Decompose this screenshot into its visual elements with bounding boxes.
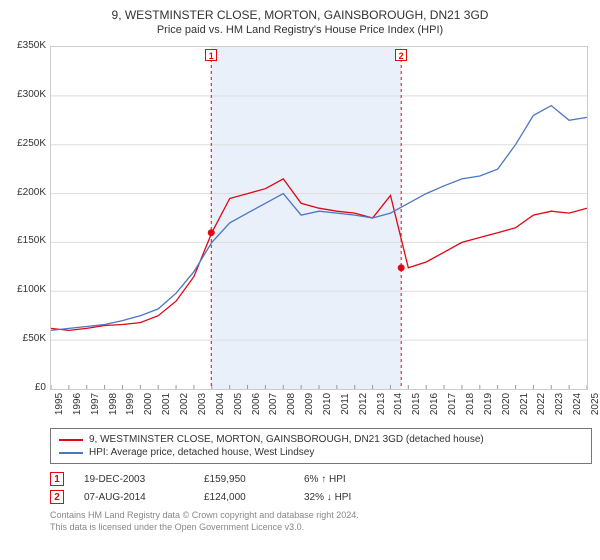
y-tick-label: £50K xyxy=(8,334,46,344)
legend-label: 9, WESTMINSTER CLOSE, MORTON, GAINSBOROU… xyxy=(89,434,484,445)
chart-subtitle: Price paid vs. HM Land Registry's House … xyxy=(8,24,592,36)
x-tick-label: 2011 xyxy=(340,392,351,416)
footer-line: This data is licensed under the Open Gov… xyxy=(50,522,592,534)
y-tick-label: £200K xyxy=(8,188,46,198)
x-tick-label: 2008 xyxy=(286,392,297,416)
x-tick-label: 2001 xyxy=(161,392,172,416)
footer: Contains HM Land Registry data © Crown c… xyxy=(50,510,592,533)
y-tick-label: £350K xyxy=(8,41,46,51)
x-tick-label: 1995 xyxy=(54,392,65,416)
event-row: 1 19-DEC-2003 £159,950 6% ↑ HPI xyxy=(50,470,592,488)
y-tick-label: £250K xyxy=(8,139,46,149)
x-tick-label: 2022 xyxy=(536,392,547,416)
x-tick-label: 2017 xyxy=(447,392,458,416)
x-tick-label: 2019 xyxy=(483,392,494,416)
legend-swatch xyxy=(59,439,83,441)
x-tick-label: 2009 xyxy=(304,392,315,416)
x-tick-label: 1998 xyxy=(108,392,119,416)
event-marker-icon: 1 xyxy=(50,472,64,486)
x-tick-label: 2021 xyxy=(519,392,530,416)
plot-region: 12 xyxy=(50,46,588,390)
event-row: 2 07-AUG-2014 £124,000 32% ↓ HPI xyxy=(50,488,592,506)
event-delta: 6% ↑ HPI xyxy=(304,474,346,485)
x-tick-label: 2000 xyxy=(143,392,154,416)
x-tick-label: 2024 xyxy=(572,392,583,416)
y-tick-label: £300K xyxy=(8,90,46,100)
x-tick-label: 2002 xyxy=(179,392,190,416)
event-price: £159,950 xyxy=(204,474,284,485)
x-tick-label: 2012 xyxy=(358,392,369,416)
x-tick-label: 1996 xyxy=(72,392,83,416)
x-tick-label: 1999 xyxy=(125,392,136,416)
event-price: £124,000 xyxy=(204,492,284,503)
x-tick-label: 2013 xyxy=(376,392,387,416)
x-tick-label: 2003 xyxy=(197,392,208,416)
x-tick-label: 2006 xyxy=(251,392,262,416)
x-tick-label: 2016 xyxy=(429,392,440,416)
y-tick-label: £0 xyxy=(8,383,46,393)
event-date: 19-DEC-2003 xyxy=(84,474,184,485)
x-tick-label: 2025 xyxy=(590,392,600,416)
chart-area: 12 £0£50K£100K£150K£200K£250K£300K£350K1… xyxy=(8,42,592,422)
event-delta: 32% ↓ HPI xyxy=(304,492,351,503)
x-tick-label: 2014 xyxy=(393,392,404,416)
x-tick-label: 2005 xyxy=(233,392,244,416)
legend-swatch xyxy=(59,452,83,454)
event-marker-icon: 2 xyxy=(395,49,407,61)
y-tick-label: £150K xyxy=(8,236,46,246)
legend-row: 9, WESTMINSTER CLOSE, MORTON, GAINSBOROU… xyxy=(59,433,583,446)
x-tick-label: 2015 xyxy=(411,392,422,416)
x-tick-label: 2020 xyxy=(501,392,512,416)
x-tick-label: 2018 xyxy=(465,392,476,416)
chart-title: 9, WESTMINSTER CLOSE, MORTON, GAINSBOROU… xyxy=(8,8,592,22)
legend-label: HPI: Average price, detached house, West… xyxy=(89,447,314,458)
x-tick-label: 1997 xyxy=(90,392,101,416)
legend: 9, WESTMINSTER CLOSE, MORTON, GAINSBOROU… xyxy=(50,428,592,464)
x-tick-label: 2004 xyxy=(215,392,226,416)
event-marker-icon: 2 xyxy=(50,490,64,504)
x-tick-label: 2010 xyxy=(322,392,333,416)
y-tick-label: £100K xyxy=(8,285,46,295)
x-tick-label: 2023 xyxy=(554,392,565,416)
legend-row: HPI: Average price, detached house, West… xyxy=(59,446,583,459)
event-date: 07-AUG-2014 xyxy=(84,492,184,503)
event-table: 1 19-DEC-2003 £159,950 6% ↑ HPI 2 07-AUG… xyxy=(50,470,592,506)
event-marker-icon: 1 xyxy=(205,49,217,61)
x-tick-label: 2007 xyxy=(268,392,279,416)
footer-line: Contains HM Land Registry data © Crown c… xyxy=(50,510,592,522)
